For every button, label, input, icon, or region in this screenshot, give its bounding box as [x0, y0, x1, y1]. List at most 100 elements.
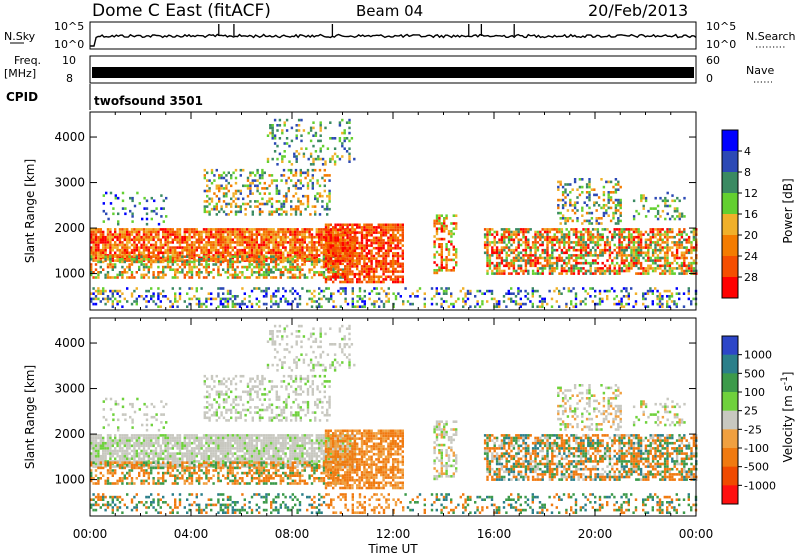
- heatmap-cell: [579, 300, 582, 303]
- heatmap-cell: [396, 254, 400, 258]
- heatmap-cell: [188, 235, 191, 239]
- colorbar-swatch: [722, 130, 738, 152]
- heatmap-cell: [382, 254, 385, 258]
- heatmap-cell: [248, 295, 251, 298]
- heatmap-cell: [280, 207, 283, 211]
- heatmap-cell: [675, 302, 678, 306]
- heatmap-cell: [443, 224, 446, 228]
- heatmap-cell: [116, 258, 119, 261]
- heatmap-cell: [94, 297, 98, 301]
- heatmap-cell: [630, 287, 633, 290]
- heatmap-cell: [320, 259, 323, 262]
- heatmap-cell: [145, 263, 148, 266]
- heatmap-cell: [685, 241, 688, 244]
- heatmap-cell: [150, 230, 153, 234]
- heatmap-cell: [370, 278, 373, 281]
- heatmap-cell: [135, 228, 138, 231]
- heatmap-cell: [262, 255, 266, 258]
- heatmap-cell: [360, 236, 364, 240]
- heatmap-cell: [327, 226, 330, 229]
- heatmap-cell: [97, 251, 100, 255]
- heatmap-cell: [561, 204, 565, 207]
- heatmap-cell: [217, 305, 220, 308]
- heatmap-cell: [166, 297, 170, 301]
- heatmap-cell: [302, 194, 305, 198]
- heatmap-cell: [176, 230, 179, 234]
- heatmap-cell: [534, 238, 537, 242]
- heatmap-cell: [265, 292, 268, 295]
- heatmap-cell: [387, 246, 390, 250]
- heatmap-cell: [579, 243, 583, 247]
- heatmap-cell: [585, 211, 589, 215]
- heatmap-cell: [186, 248, 189, 252]
- heatmap-cell: [286, 302, 290, 306]
- heatmap-cell: [673, 272, 676, 275]
- heatmap-cell: [324, 257, 328, 260]
- heatmap-cell: [348, 254, 352, 258]
- heatmap-cell: [561, 214, 565, 217]
- heatmap-cell: [368, 226, 371, 229]
- heatmap-cell: [606, 248, 609, 252]
- heatmap-cell: [251, 171, 254, 175]
- heatmap-cell: [202, 228, 206, 231]
- heatmap-cell: [543, 267, 547, 270]
- heatmap-cell: [277, 233, 280, 236]
- heatmap-cell: [272, 241, 275, 244]
- heatmap-cell: [195, 233, 198, 236]
- heatmap-cell: [253, 241, 256, 244]
- heatmap-cell: [130, 248, 134, 252]
- heatmap-cell: [358, 280, 361, 284]
- heatmap-cell: [565, 269, 568, 273]
- heatmap-cell: [519, 264, 523, 268]
- heatmap-cell: [236, 228, 239, 231]
- heatmap-cell: [399, 228, 402, 232]
- heatmap-cell: [157, 297, 160, 301]
- heatmap-cell: [106, 228, 110, 231]
- heatmap-cell: [625, 256, 628, 260]
- heatmap-cell: [620, 269, 624, 273]
- heatmap-cell: [656, 289, 659, 293]
- heatmap-cell: [392, 292, 395, 295]
- heatmap-cell: [505, 251, 508, 255]
- heatmap-cell: [327, 262, 330, 266]
- heatmap-cell: [218, 187, 221, 190]
- heatmap-cell: [276, 124, 279, 127]
- heatmap-cell: [262, 263, 266, 266]
- heatmap-cell: [274, 235, 278, 239]
- heatmap-cell: [642, 256, 645, 260]
- heatmap-cell: [637, 243, 640, 247]
- heatmap-cell: [529, 300, 532, 303]
- heatmap-cell: [260, 255, 263, 258]
- colorbar-swatch: [722, 172, 738, 194]
- heatmap-cell: [507, 267, 511, 270]
- heatmap-cell: [519, 243, 523, 247]
- heatmap-cell: [524, 254, 528, 257]
- heatmap-cell: [351, 289, 354, 293]
- heatmap-cell: [377, 262, 380, 266]
- heatmap-cell: [389, 275, 392, 279]
- heatmap-cell: [94, 233, 98, 236]
- heatmap-cell: [329, 254, 332, 258]
- heatmap-cell: [126, 246, 129, 249]
- heatmap-cell: [661, 248, 664, 252]
- heatmap-cell: [274, 258, 278, 261]
- heatmap-cell: [627, 295, 630, 298]
- heatmap-cell: [316, 197, 319, 201]
- heatmap-cell: [121, 271, 124, 274]
- heatmap-cell: [341, 272, 344, 276]
- heatmap-cell: [637, 254, 640, 257]
- heatmap-cell: [241, 300, 244, 303]
- heatmap-cell: [241, 265, 244, 269]
- heatmap-cell: [591, 233, 595, 236]
- heatmap-cell: [637, 235, 640, 239]
- heatmap-cell: [380, 259, 383, 263]
- heatmap-cell: [323, 184, 326, 188]
- heatmap-cell: [229, 238, 232, 242]
- heatmap-cell: [303, 241, 306, 244]
- heatmap-cell: [632, 217, 636, 221]
- heatmap-cell: [326, 202, 329, 206]
- heatmap-cell: [306, 243, 309, 247]
- heatmap-cell: [114, 251, 117, 255]
- heatmap-cell: [639, 238, 643, 242]
- heatmap-cell: [671, 254, 674, 257]
